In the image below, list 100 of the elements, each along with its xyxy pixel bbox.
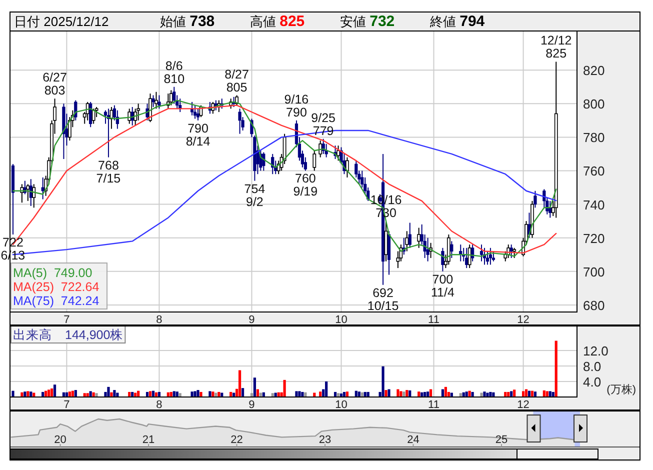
candlestick: [136, 103, 140, 121]
y-tick-label: 720: [583, 230, 605, 246]
bar: [480, 392, 483, 397]
bar: [298, 391, 301, 397]
bar: [450, 392, 453, 397]
x-tick-label: 23: [318, 434, 332, 446]
annotation: 692 10/15: [367, 286, 399, 313]
candlestick: [74, 100, 78, 121]
text: 始値 738: [160, 13, 215, 30]
legend: MA(5) 749.00 MA(25) 722.64 MA(75) 742.24: [10, 262, 108, 310]
annotation: 760 9/19: [293, 172, 318, 199]
bar: [548, 391, 552, 397]
bar: [301, 392, 304, 397]
bar: [325, 381, 328, 397]
x-tick-label: 7: [64, 314, 70, 326]
candlestick: [346, 156, 349, 178]
candlestick: [426, 237, 430, 262]
candlestick: [193, 104, 197, 120]
x-tick-label: 8: [156, 399, 162, 411]
bar: [214, 392, 218, 397]
candlestick: [492, 250, 495, 262]
candlestick: [384, 220, 388, 262]
candlestick: [324, 143, 328, 158]
bar: [513, 390, 516, 397]
y-tick-label: 12.0: [583, 343, 608, 358]
bar: [554, 340, 558, 397]
x-tick-label: 12: [517, 399, 530, 411]
x-tick-label: 8: [156, 314, 162, 326]
bar: [53, 384, 56, 397]
y-tick-label: 820: [583, 63, 605, 78]
x-tick-label: 21: [142, 434, 155, 446]
candlestick: [158, 94, 161, 110]
bar: [200, 392, 202, 397]
bar: [89, 391, 92, 397]
bar: [382, 366, 384, 397]
candlestick: [238, 108, 242, 134]
candlestick: [510, 244, 513, 258]
bar: [12, 390, 14, 397]
candlestick: [322, 138, 325, 154]
y-tick-label: 4.0: [583, 374, 602, 390]
candlestick: [534, 190, 537, 208]
x-tick-label: 11: [428, 314, 440, 326]
x-tick-label: 22: [230, 434, 243, 446]
x-tick-label: 9: [248, 399, 255, 411]
candlestick: [405, 230, 409, 252]
annotation: 12/12 825: [540, 34, 572, 61]
x-tick-label: 20: [54, 434, 66, 446]
candlestick: [480, 244, 484, 262]
x-tick-label: 10: [335, 399, 348, 411]
bar: [241, 388, 244, 397]
bar: [172, 391, 176, 397]
candlestick: [417, 227, 421, 248]
bar: [510, 391, 513, 397]
annotation: 768 7/15: [96, 158, 121, 186]
annotation: 700 11/4: [431, 272, 454, 300]
annotation: 9/16 790: [284, 92, 309, 120]
candlestick: [408, 222, 412, 248]
candlestick: [450, 240, 454, 258]
bar: [107, 386, 110, 397]
bar: [400, 391, 402, 397]
candlestick: [446, 234, 450, 266]
y-tick-label: 740: [583, 197, 605, 212]
bar: [134, 392, 137, 397]
y-tick-label: 680: [583, 298, 605, 313]
annotation: 8/27 805: [224, 67, 250, 94]
x-tick-label: 9: [248, 314, 255, 326]
candlestick: [169, 90, 173, 106]
annotation: 790 8/14: [186, 121, 210, 148]
y-tick-label: 780: [583, 130, 605, 146]
x-tick-label: 11: [428, 399, 440, 411]
bar: [489, 392, 492, 397]
text: 高値 825: [250, 13, 305, 30]
bar: [50, 388, 54, 397]
candlestick: [26, 184, 30, 202]
bar: [32, 392, 36, 397]
bar: [232, 392, 236, 397]
x-tick-label: 25: [495, 434, 508, 446]
bar: [274, 392, 277, 397]
x-tick-label: 10: [335, 314, 348, 326]
candlestick: [41, 176, 44, 200]
bar: [546, 391, 548, 397]
bar: [483, 392, 486, 397]
bar: [253, 378, 256, 397]
bar: [110, 392, 113, 397]
bar: [396, 389, 400, 397]
bar: [313, 392, 316, 397]
text: 日付 2025/12/12: [14, 14, 109, 29]
bar: [486, 392, 489, 397]
candlestick: [20, 184, 24, 204]
candlestick: [465, 247, 468, 269]
candlestick: [262, 152, 266, 172]
bar: [116, 392, 119, 397]
candlestick: [486, 250, 490, 266]
bar: [26, 391, 30, 397]
y-tick-label: 760: [583, 164, 605, 179]
candlestick: [441, 247, 444, 272]
bar: [238, 370, 242, 397]
bar: [522, 391, 525, 397]
bar: [524, 389, 528, 397]
candlestick: [148, 93, 152, 123]
